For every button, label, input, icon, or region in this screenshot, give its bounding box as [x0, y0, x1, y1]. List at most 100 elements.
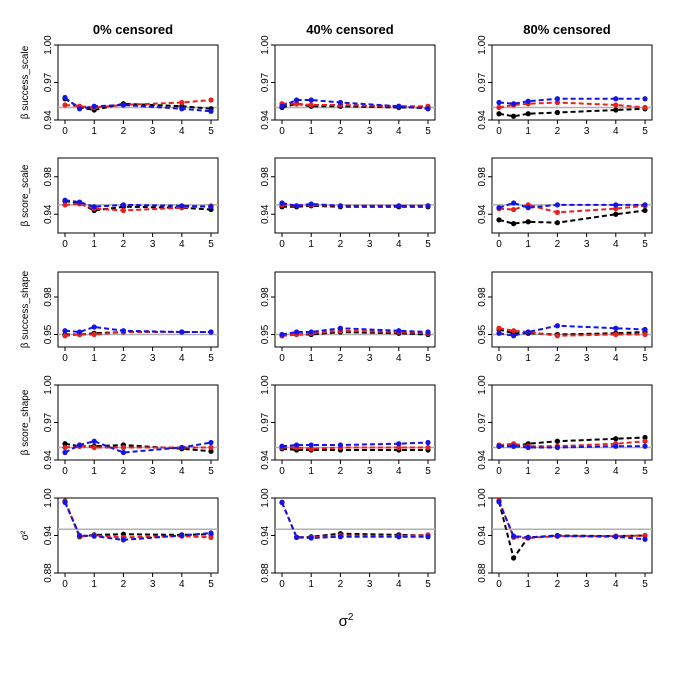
series-blue-point — [208, 108, 214, 114]
x-tick-label: 1 — [308, 353, 314, 364]
series-black-point — [554, 438, 561, 444]
x-tick-label: 4 — [613, 579, 619, 590]
series-blue-point — [642, 443, 648, 449]
x-tick-label: 4 — [613, 466, 619, 477]
series-red-point — [91, 331, 97, 338]
x-tick-label: 3 — [150, 466, 156, 477]
series-blue-point — [179, 329, 185, 335]
x-tick-label: 0 — [496, 466, 502, 477]
x-tick-label: 4 — [179, 353, 185, 364]
x-tick-label: 3 — [584, 239, 590, 250]
x-tick-label: 2 — [338, 239, 344, 250]
x-axis-label-base: σ — [339, 613, 349, 630]
x-tick-label: 1 — [91, 353, 97, 364]
series-blue-point — [642, 202, 648, 208]
series-blue-point — [294, 97, 300, 103]
series-red-point — [554, 209, 561, 215]
series-blue-point — [496, 99, 502, 106]
column-title-40pct: 40% censored — [306, 22, 393, 37]
series-blue-point — [308, 201, 314, 207]
x-tick-label: 5 — [642, 239, 648, 250]
series-blue-point — [613, 202, 619, 208]
series-blue-line — [498, 501, 646, 541]
series-blue-point — [208, 439, 214, 446]
y-tick-label: 1.00 — [260, 35, 271, 55]
series-red-point — [496, 325, 502, 331]
x-tick-label: 3 — [367, 126, 373, 137]
series-blue-point — [425, 329, 431, 335]
x-tick-label: 2 — [338, 466, 344, 477]
panel-r5-c3: 0.88 0.94 1.00 0 1 2 3 4 5 — [477, 488, 653, 590]
panel-frame — [57, 384, 219, 461]
x-tick-label: 0 — [279, 466, 285, 477]
panel-r4-c3: 0.94 0.97 1.00 0 1 2 3 4 5 — [477, 375, 653, 477]
x-tick-label: 4 — [396, 353, 402, 364]
x-tick-label: 4 — [613, 353, 619, 364]
series-red-line — [498, 203, 646, 214]
x-tick-label: 4 — [179, 466, 185, 477]
series-blue-point — [396, 103, 402, 109]
x-tick-label: 1 — [525, 579, 531, 590]
series-blue-point — [510, 533, 517, 539]
x-tick-label: 1 — [308, 239, 314, 250]
column-titles: 0% censored 40% censored 80% censored — [93, 22, 611, 37]
series-blue-point — [120, 449, 126, 456]
x-tick-label: 5 — [425, 579, 431, 590]
series-black-point — [510, 555, 517, 561]
panel-r3-c2: 0.95 0.98 0 1 2 3 4 5 — [260, 271, 436, 364]
x-tick-label: 2 — [338, 579, 344, 590]
y-tick-label: 0.94 — [260, 450, 271, 470]
series-blue-point — [554, 96, 561, 102]
series-black-point — [613, 211, 619, 217]
x-tick-label: 5 — [642, 126, 648, 137]
x-tick-label: 4 — [179, 126, 185, 137]
series-red-point — [91, 444, 97, 451]
y-tick-label: 0.94 — [477, 110, 488, 130]
x-tick-label: 0 — [62, 239, 68, 250]
series-blue-point — [613, 325, 619, 331]
series-blue-point — [308, 442, 314, 448]
series-black-point — [642, 434, 648, 441]
x-tick-label: 1 — [308, 579, 314, 590]
y-tick-label: 1.00 — [43, 35, 54, 55]
y-tick-label: 1.00 — [477, 488, 488, 508]
x-tick-label: 4 — [613, 126, 619, 137]
series-red-point — [510, 206, 517, 213]
y-tick-label: 0.98 — [43, 167, 54, 187]
series-black-line — [498, 107, 646, 118]
x-tick-label: 4 — [396, 579, 402, 590]
series-blue-line — [64, 501, 212, 541]
series-red-line — [281, 501, 429, 539]
series-blue-point — [510, 333, 517, 339]
x-tick-label: 0 — [496, 126, 502, 137]
y-tick-label: 1.00 — [477, 35, 488, 55]
x-tick-label: 2 — [555, 126, 561, 137]
series-black-line — [281, 447, 428, 451]
series-blue-point — [279, 443, 285, 449]
x-tick-label: 5 — [425, 466, 431, 477]
y-tick-label: 0.88 — [477, 563, 488, 583]
y-tick-label: 1.00 — [43, 375, 54, 395]
x-tick-label: 3 — [367, 579, 373, 590]
x-tick-label: 2 — [338, 353, 344, 364]
x-tick-label: 1 — [525, 239, 531, 250]
x-tick-label: 5 — [208, 579, 214, 590]
y-axis-label: β success_shape — [20, 270, 31, 348]
x-tick-label: 4 — [179, 579, 185, 590]
y-tick-label: 0.94 — [477, 204, 488, 224]
series-blue-point — [337, 442, 343, 448]
series-blue-point — [337, 325, 343, 331]
x-tick-label: 4 — [179, 239, 185, 250]
y-tick-label: 0.97 — [477, 412, 488, 432]
panel-r4-c1: 0.94 0.97 1.00 β score_shape 0 1 2 3 4 5 — [20, 375, 219, 477]
series-blue-point — [554, 444, 561, 451]
y-tick-label: 0.98 — [477, 167, 488, 187]
series-black-point — [554, 109, 561, 116]
series-black-point — [510, 113, 517, 119]
series-blue-point — [62, 449, 68, 456]
series-blue-point — [554, 533, 561, 539]
panel-frame — [274, 384, 436, 461]
y-tick-label: 0.88 — [260, 563, 271, 583]
x-tick-label: 5 — [208, 126, 214, 137]
series-red-point — [62, 202, 68, 208]
